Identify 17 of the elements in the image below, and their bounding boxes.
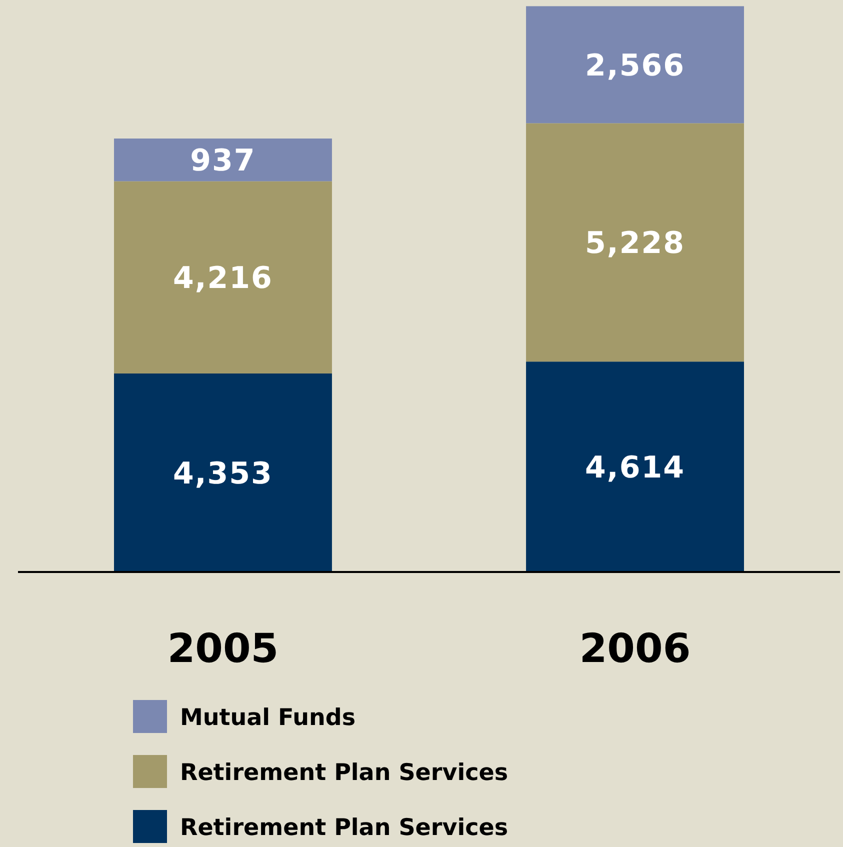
legend-label: Mutual Funds — [180, 705, 356, 731]
data-label: 5,228 — [585, 226, 685, 262]
data-label: 4,614 — [585, 450, 685, 486]
bar — [114, 138, 332, 182]
bar — [526, 6, 744, 124]
x-tick-label: 2005 — [167, 626, 279, 672]
bar — [114, 374, 332, 572]
data-label: 4,216 — [173, 261, 273, 296]
bar — [526, 123, 744, 362]
legend-label: Retirement Plan Services — [180, 760, 508, 786]
legend-label: Retirement Plan Services — [180, 815, 508, 841]
data-label: 4,353 — [173, 456, 273, 492]
data-label: 937 — [190, 144, 256, 179]
bar — [526, 362, 744, 572]
x-tick-label: 2006 — [579, 626, 691, 672]
bar — [114, 181, 332, 374]
data-label: 2,566 — [585, 48, 685, 84]
